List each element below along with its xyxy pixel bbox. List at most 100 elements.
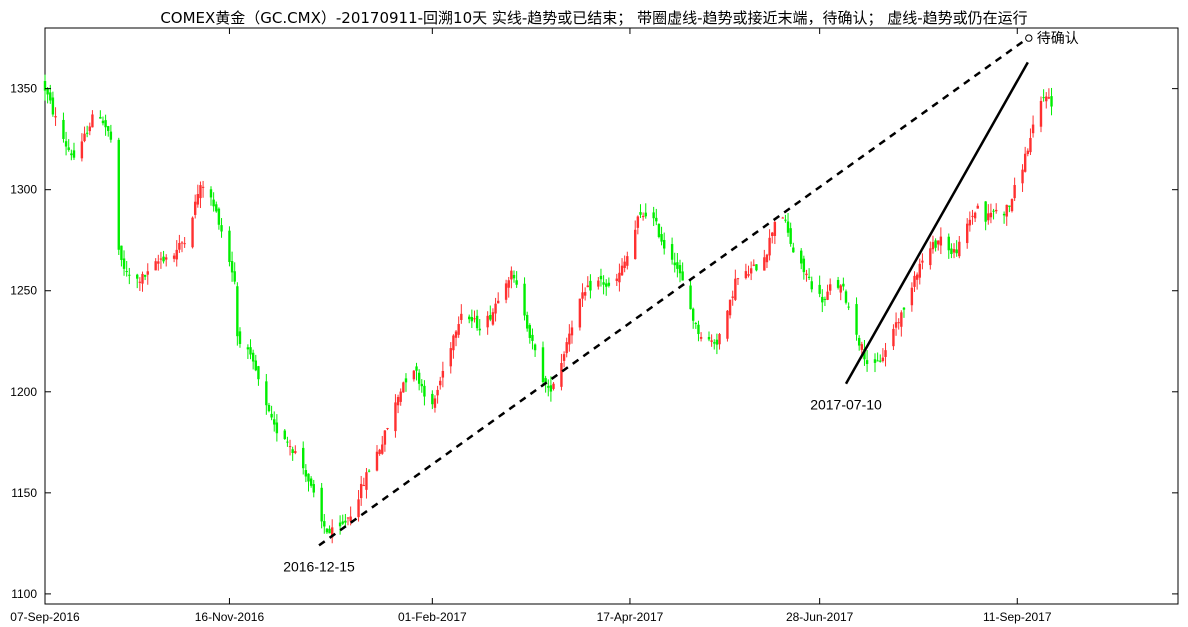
candle-body xyxy=(212,199,215,207)
candlestick xyxy=(823,296,827,307)
candle-body xyxy=(581,292,584,299)
candle-body xyxy=(62,119,65,139)
candle-body xyxy=(468,316,471,320)
candlestick xyxy=(439,376,442,390)
y-tick-label: 1350 xyxy=(10,82,37,96)
candle-body xyxy=(394,402,397,432)
candlestick xyxy=(494,297,497,322)
candle-body xyxy=(320,487,323,522)
candlestick xyxy=(620,258,624,276)
candlestick xyxy=(399,388,402,406)
candle-body xyxy=(578,298,582,328)
candlestick xyxy=(810,276,813,293)
candlestick xyxy=(362,477,366,487)
x-tick-label: 07-Sep-2016 xyxy=(10,610,80,624)
candlestick xyxy=(568,324,571,352)
candlestick xyxy=(331,519,334,544)
candle-body xyxy=(359,483,363,499)
candlestick xyxy=(921,253,924,270)
candlestick xyxy=(615,273,618,286)
candlestick xyxy=(873,353,877,373)
candle-body xyxy=(734,278,737,300)
candlestick xyxy=(902,307,906,318)
candle-body xyxy=(386,428,389,430)
candlestick xyxy=(947,233,950,259)
candle-body xyxy=(937,240,940,245)
candlestick xyxy=(583,287,587,301)
candle-body xyxy=(138,281,142,283)
x-tick-label: 28-Jun-2017 xyxy=(786,610,854,624)
candle-body xyxy=(346,517,350,519)
candle-body xyxy=(689,285,692,310)
x-tick-label: 16-Nov-2016 xyxy=(195,610,265,624)
candlestick xyxy=(560,353,563,391)
trend-start-date-label: 2016-12-15 xyxy=(283,558,355,574)
candlestick xyxy=(367,469,371,473)
candle-body xyxy=(1010,199,1014,212)
candlestick xyxy=(900,310,903,337)
candlestick xyxy=(323,514,326,534)
candlestick xyxy=(528,323,532,344)
candle-body xyxy=(236,286,239,337)
candlestick xyxy=(457,316,460,338)
candle-body xyxy=(544,378,547,384)
candle-body xyxy=(159,258,163,260)
candlestick xyxy=(117,137,120,256)
candlestick xyxy=(652,206,655,227)
candle-body xyxy=(72,150,76,158)
candlestick xyxy=(523,277,526,321)
candlestick xyxy=(275,414,279,442)
candlestick xyxy=(104,114,107,136)
candle-body xyxy=(784,219,787,221)
candlestick xyxy=(325,528,329,534)
candlestick xyxy=(736,277,740,285)
candle-body xyxy=(117,139,120,250)
candle-body xyxy=(399,391,402,402)
candle-body xyxy=(122,258,126,269)
candlestick xyxy=(191,216,194,249)
candle-body xyxy=(670,244,674,260)
candlestick xyxy=(605,279,608,296)
candle-body xyxy=(302,447,305,469)
candle-body xyxy=(744,271,748,279)
candle-body xyxy=(107,126,110,132)
candle-body xyxy=(662,239,666,249)
candle-body xyxy=(973,212,977,219)
candlestick xyxy=(510,266,513,289)
candlestick xyxy=(1026,148,1030,157)
candlestick xyxy=(1008,205,1011,213)
candle-body xyxy=(104,120,107,128)
candle-body xyxy=(512,274,516,279)
candle-body xyxy=(989,212,993,218)
candlestick xyxy=(715,333,719,355)
candlestick xyxy=(433,395,437,413)
candlestick xyxy=(533,343,537,357)
candle-body xyxy=(771,232,774,236)
candle-body xyxy=(994,209,998,212)
y-tick-label: 1150 xyxy=(11,486,37,500)
candle-body xyxy=(423,385,426,397)
candle-body xyxy=(275,422,279,434)
candle-body xyxy=(1045,96,1048,102)
candlestick xyxy=(83,126,86,143)
candlestick xyxy=(562,351,566,368)
candle-body xyxy=(383,430,387,445)
candle-body xyxy=(902,307,906,310)
candle-body xyxy=(549,385,553,392)
candle-body xyxy=(528,325,532,338)
candle-body xyxy=(570,327,574,336)
candle-body xyxy=(309,478,313,486)
candlestick xyxy=(254,354,257,372)
candlestick xyxy=(359,475,363,506)
candle-body xyxy=(475,315,479,329)
candle-body xyxy=(436,389,439,396)
candle-body xyxy=(607,282,611,286)
candle-body xyxy=(805,273,808,276)
candlestick xyxy=(992,208,995,220)
candlestick xyxy=(597,276,600,290)
candle-body xyxy=(987,213,990,221)
candle-body xyxy=(602,282,605,285)
candle-body xyxy=(552,383,555,389)
candle-body xyxy=(49,92,52,101)
candlestick xyxy=(420,379,423,393)
